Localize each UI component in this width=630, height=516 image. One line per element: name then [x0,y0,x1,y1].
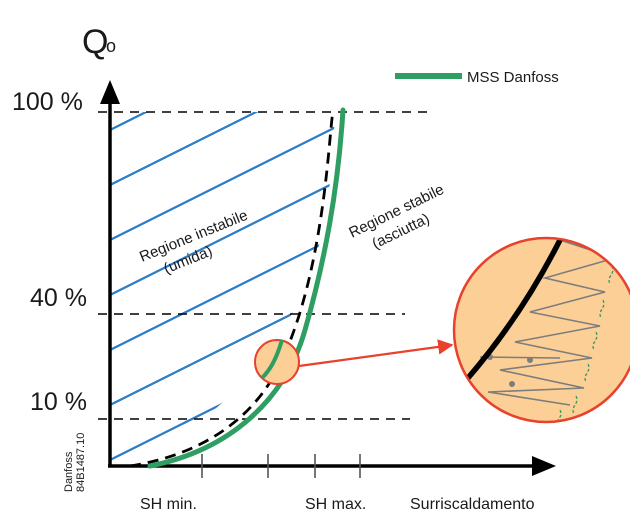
x-tick-label-sh-max: SH max. [305,496,366,513]
y-axis-title-subscript: o [106,36,116,56]
zoom-arrow [298,339,454,368]
figure-code-line2: 84B1487.10 [75,433,87,492]
hatch-line [110,139,335,301]
hatch-line [110,112,335,246]
x-tick-label-sh-min: SH min. [140,496,197,513]
zoom-detail [452,236,630,424]
boundary-dashed-curve [129,111,335,468]
hatch-line [110,194,335,356]
y-tick-label-40: 40 % [30,284,87,312]
zoom-circle-border [452,236,630,424]
y-tick-label-100: 100 % [12,88,83,116]
mss-danfoss-curve [147,107,346,469]
y-axis-arrowhead [100,80,120,104]
figure-code-line1: Danfoss [63,451,75,492]
y-axis-title: Q [82,23,108,61]
hatch-line [110,112,335,136]
hatch-line [110,249,335,411]
highlight-curve-segment [260,339,284,380]
legend-label: MSS Danfoss [467,69,559,86]
x-axis-title: Surriscaldamento [410,496,535,513]
y-tick-label-10: 10 % [30,388,87,416]
hatch-line [110,112,335,191]
stable-region-label: Regione stabile (asciutta) [346,181,446,253]
x-axis-arrowhead [532,456,556,476]
hatch-line [110,359,335,462]
figure-code: Danfoss 84B1487.10 [63,433,87,492]
zoom-oscillation [465,238,618,422]
